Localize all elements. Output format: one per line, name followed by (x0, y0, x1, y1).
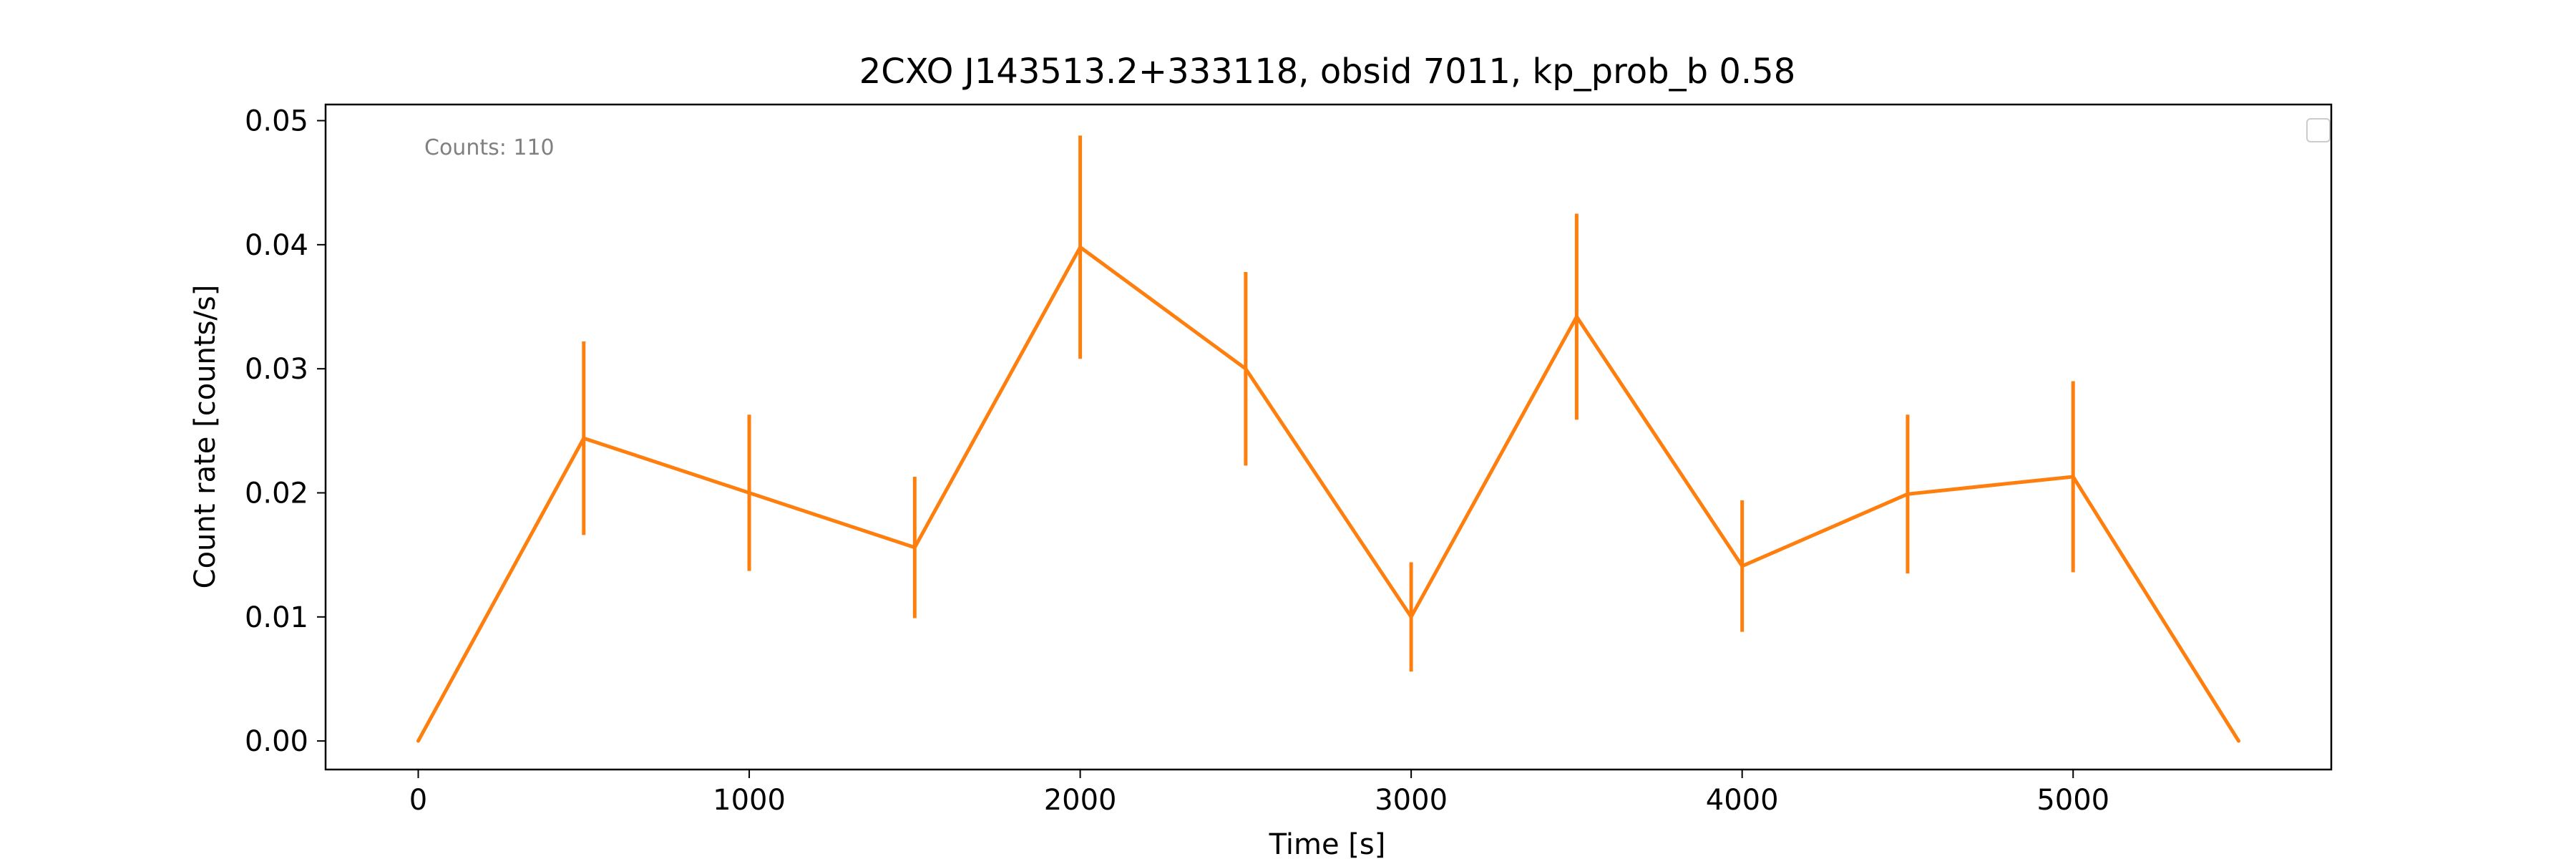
y-tick-label: 0.00 (245, 725, 308, 758)
y-axis-ticks: 0.00 0.01 0.02 0.03 0.04 0.05 (245, 105, 326, 758)
chart-title: 2CXO J143513.2+333118, obsid 7011, kp_pr… (859, 52, 1796, 92)
series-line (416, 245, 2240, 743)
y-tick-label: 0.03 (245, 353, 308, 386)
plot-frame (324, 103, 2333, 771)
y-tick-label: 0.02 (245, 477, 308, 510)
x-tick-label: 1000 (713, 784, 786, 817)
plot-area (416, 135, 2240, 743)
x-axis-label: Time [s] (1269, 828, 1386, 859)
counts-annotation: Counts: 110 (424, 135, 555, 160)
x-tick-label: 0 (409, 784, 427, 817)
y-tick-label: 0.05 (245, 105, 308, 138)
x-tick-label: 3000 (1375, 784, 1448, 817)
x-tick-label: 4000 (1706, 784, 1779, 817)
x-tick-label: 5000 (2036, 784, 2109, 817)
y-tick-label: 0.04 (245, 229, 308, 262)
legend-box (2306, 118, 2331, 142)
x-tick-label: 2000 (1044, 784, 1117, 817)
x-axis-ticks: 0 1000 2000 3000 4000 5000 (409, 770, 2109, 817)
y-tick-label: 0.01 (245, 601, 308, 634)
y-axis-label: Count rate [counts/s] (189, 285, 222, 589)
